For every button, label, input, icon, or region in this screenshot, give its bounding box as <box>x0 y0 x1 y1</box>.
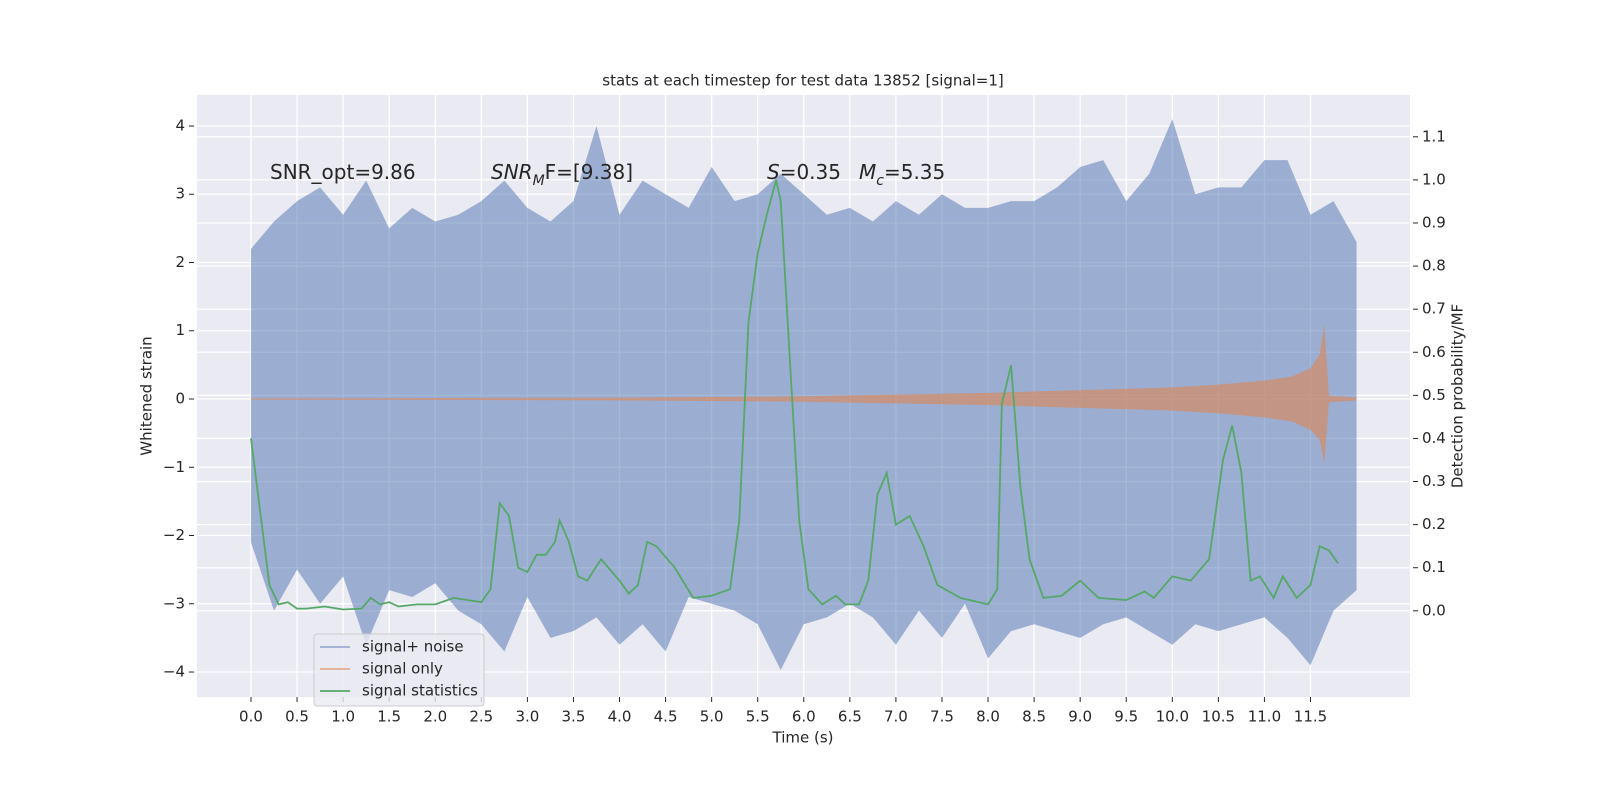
y2-tick-label: 0.2 <box>1422 515 1446 533</box>
x-tick-label: 4.0 <box>608 708 632 726</box>
annotation-part: S <box>767 160 780 184</box>
annotation: Mc=5.35 <box>859 160 945 190</box>
x-tick-label: 1.5 <box>377 708 401 726</box>
legend-label: signal only <box>362 660 443 678</box>
legend-label: signal statistics <box>362 682 478 700</box>
annotation-part: SNR_opt=9.86 <box>270 160 416 184</box>
annotation: SNRMF=[9.38] <box>491 160 633 190</box>
x-tick-label: 11.5 <box>1294 708 1327 726</box>
band-area <box>250 119 1357 670</box>
x-tick-label: 2.5 <box>469 708 493 726</box>
x-tick-label: 8.0 <box>976 708 1000 726</box>
x-tick-label: 2.0 <box>423 708 447 726</box>
y-tick-label: −1 <box>163 458 185 476</box>
y-tick-label: 0 <box>175 390 185 408</box>
y2-tick-label: 0.6 <box>1422 343 1446 361</box>
annotation-part: =5.35 <box>884 160 945 184</box>
annotation-part: =0.35 <box>780 160 841 184</box>
x-tick-label: 10.0 <box>1156 708 1189 726</box>
y-axis-label: Whitened strain <box>138 336 156 455</box>
y-tick-label: −2 <box>163 526 185 544</box>
y2-tick-label: 0.0 <box>1422 601 1446 619</box>
annotation-part: M <box>859 160 876 184</box>
legend-label: signal+ noise <box>362 638 464 656</box>
annotation: SNR_opt=9.86 <box>270 160 416 184</box>
y2-tick-label: 0.1 <box>1422 558 1446 576</box>
x-tick-label: 6.5 <box>838 708 862 726</box>
x-tick-label: 1.0 <box>331 708 355 726</box>
y2-tick-label: 0.8 <box>1422 257 1446 275</box>
y2-tick-label: 1.0 <box>1422 170 1446 188</box>
chart-title: stats at each timestep for test data 138… <box>602 72 1003 90</box>
x-tick-label: 0.5 <box>285 708 309 726</box>
y2-tick-label: 0.3 <box>1422 472 1446 490</box>
y-tick-label: −4 <box>163 663 185 681</box>
annotation-part: M <box>533 173 545 189</box>
x-tick-label: 0.0 <box>239 708 263 726</box>
series-layer <box>250 119 1357 670</box>
x-axis-label: Time (s) <box>772 729 834 747</box>
y2-tick-label: 1.1 <box>1422 127 1446 145</box>
x-tick-label: 4.5 <box>654 708 678 726</box>
x-tick-label: 10.5 <box>1202 708 1235 726</box>
y-tick-label: 2 <box>175 253 185 271</box>
y2-tick-label: 0.5 <box>1422 386 1446 404</box>
y-tick-label: 1 <box>175 321 185 339</box>
line-series <box>250 179 1339 611</box>
x-tick-label: 9.0 <box>1068 708 1092 726</box>
x-tick-label: 3.0 <box>515 708 539 726</box>
y-tick-label: −3 <box>163 594 185 612</box>
y-tick-label: 4 <box>175 116 185 134</box>
x-tick-label: 7.0 <box>884 708 908 726</box>
y2-tick-label: 0.9 <box>1422 213 1446 231</box>
y-tick-label: 3 <box>175 185 185 203</box>
annotation: S=0.35 <box>767 160 841 184</box>
annotation-part: F=[9.38] <box>545 160 633 184</box>
x-tick-label: 9.5 <box>1114 708 1138 726</box>
annotation-part: c <box>876 173 884 189</box>
x-tick-label: 7.5 <box>930 708 954 726</box>
x-tick-label: 8.5 <box>1022 708 1046 726</box>
x-tick-label: 5.0 <box>700 708 724 726</box>
x-tick-label: 6.0 <box>792 708 816 726</box>
legend: signal+ noise signal only signal statistic… <box>313 633 485 707</box>
x-tick-label: 5.5 <box>746 708 770 726</box>
y2-axis-label: Detection probability/MF <box>1449 304 1467 488</box>
x-tick-label: 11.0 <box>1248 708 1281 726</box>
band-area <box>250 323 1357 464</box>
x-tick-label: 3.5 <box>562 708 586 726</box>
annotation-part: SNR <box>491 160 533 184</box>
y2-tick-label: 0.7 <box>1422 300 1446 318</box>
y2-tick-label: 0.4 <box>1422 429 1446 447</box>
legend-box <box>313 633 485 707</box>
